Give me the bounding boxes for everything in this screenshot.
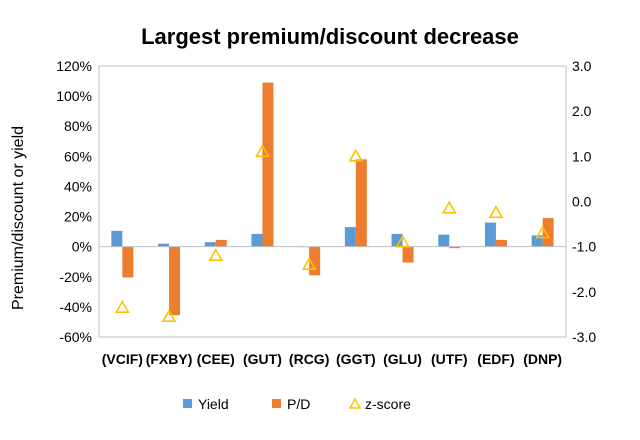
y-tick-label: 80% — [64, 118, 92, 134]
y2-tick-label: 2.0 — [572, 103, 592, 119]
z-score-marker — [301, 257, 317, 271]
y-axis-ticks: 120% 100% 80% 60% 40% 20% 0% -20% -40% -60% — [56, 58, 92, 345]
z-score-marker — [488, 205, 504, 219]
yield-bar — [251, 233, 263, 247]
z-score-marker — [255, 144, 270, 158]
category-label: (GGT) — [336, 351, 376, 367]
z-score-marker — [161, 309, 177, 322]
y2-axis-ticks: 3.0 2.0 1.0 0.0 -1.0 -2.0 -3.0 — [572, 58, 596, 345]
category-label: (GLU) — [383, 351, 422, 367]
legend-label: P/D — [287, 396, 310, 412]
category-label: (VCIF) — [102, 351, 143, 367]
z-score-marker — [535, 225, 551, 239]
yield-bar — [344, 227, 356, 247]
y-tick-label: 20% — [64, 209, 92, 225]
y2-tick-label: -3.0 — [572, 329, 596, 345]
yield-bar — [111, 230, 123, 247]
pd-bar — [542, 218, 554, 247]
pd-bar — [495, 239, 507, 247]
z-score-markers — [114, 144, 551, 322]
legend-label: Yield — [198, 396, 229, 412]
category-label: (CEE) — [197, 351, 235, 367]
z-score-marker — [441, 200, 457, 214]
bars — [111, 82, 554, 316]
yield-bar — [391, 233, 403, 247]
y2-tick-label: 1.0 — [572, 148, 592, 164]
yield-bar — [158, 243, 170, 247]
y-tick-label: 60% — [64, 148, 92, 164]
y2-tick-label: -2.0 — [572, 284, 596, 300]
legend-swatch-pd — [272, 399, 281, 408]
category-label: (EDF) — [477, 351, 514, 367]
legend-swatch-yield — [183, 399, 192, 408]
y-tick-label: 120% — [56, 58, 92, 74]
y-tick-label: 40% — [64, 178, 92, 194]
category-label: (RCG) — [289, 351, 329, 367]
plot-area — [98, 65, 567, 338]
y-axis-label: Premium/discount or yield — [10, 126, 27, 310]
legend-label: z-score — [365, 396, 411, 412]
category-label: (DNP) — [523, 351, 562, 367]
z-score-marker — [208, 248, 224, 262]
pd-bar — [169, 246, 181, 316]
category-labels: (VCIF) (FXBY) (CEE) (GUT) (RCG) (GGT) (GLU) (UT… — [102, 351, 562, 367]
y-tick-label: 100% — [56, 88, 92, 104]
y-tick-label: -20% — [59, 269, 92, 285]
pd-bar — [402, 246, 414, 263]
yield-bar — [484, 222, 496, 247]
z-score-marker — [395, 234, 410, 248]
y2-tick-label: -1.0 — [572, 239, 596, 255]
category-label: (GUT) — [243, 351, 282, 367]
yield-bar — [531, 235, 543, 247]
y-tick-label: -40% — [59, 299, 92, 315]
pd-bar — [309, 246, 321, 276]
z-score-marker — [114, 300, 130, 313]
category-label: (FXBY) — [146, 351, 193, 367]
pd-bar — [122, 246, 134, 278]
legend-swatch-z-score — [348, 397, 362, 409]
category-label: (UTF) — [431, 351, 468, 367]
pd-bar — [215, 239, 227, 247]
legend: Yield P/D z-score — [183, 396, 411, 412]
yield-bar — [438, 234, 450, 247]
yield-bar — [204, 242, 216, 247]
pd-bar — [355, 159, 367, 247]
y-tick-label: -60% — [59, 329, 92, 345]
pd-bar — [262, 82, 274, 247]
y2-tick-label: 3.0 — [572, 58, 592, 74]
pd-bar — [449, 246, 461, 249]
y2-tick-label: 0.0 — [572, 194, 592, 210]
z-score-marker — [348, 148, 364, 162]
y-tick-label: 0% — [72, 239, 92, 255]
chart-title: Largest premium/discount decrease — [141, 24, 519, 49]
